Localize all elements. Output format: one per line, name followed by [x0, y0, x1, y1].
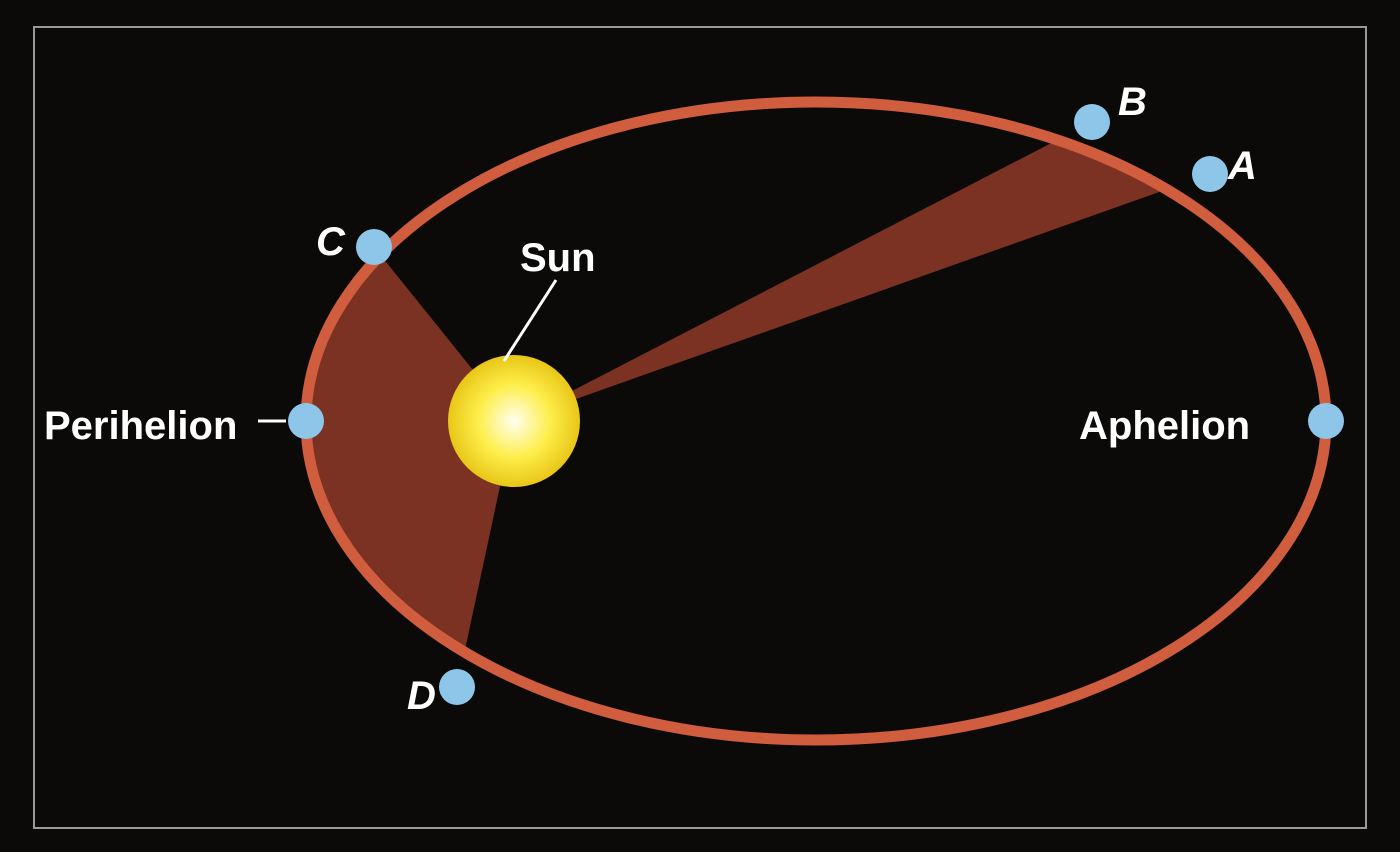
point-c	[356, 229, 392, 265]
point-d	[439, 669, 475, 705]
label-aphelion: Aphelion	[1079, 404, 1250, 449]
label-d: D	[407, 674, 436, 719]
swept-area-ab	[514, 0, 1400, 421]
label-a: A	[1228, 144, 1257, 189]
point-a	[1192, 156, 1228, 192]
point-b	[1074, 104, 1110, 140]
label-b: B	[1118, 80, 1147, 125]
label-perihelion: Perihelion	[44, 404, 237, 449]
label-sun: Sun	[520, 236, 596, 281]
leader-sun	[504, 280, 556, 361]
sun	[448, 355, 580, 487]
point-aphelion	[1308, 403, 1344, 439]
point-perihelion	[288, 403, 324, 439]
label-c: C	[316, 220, 345, 265]
